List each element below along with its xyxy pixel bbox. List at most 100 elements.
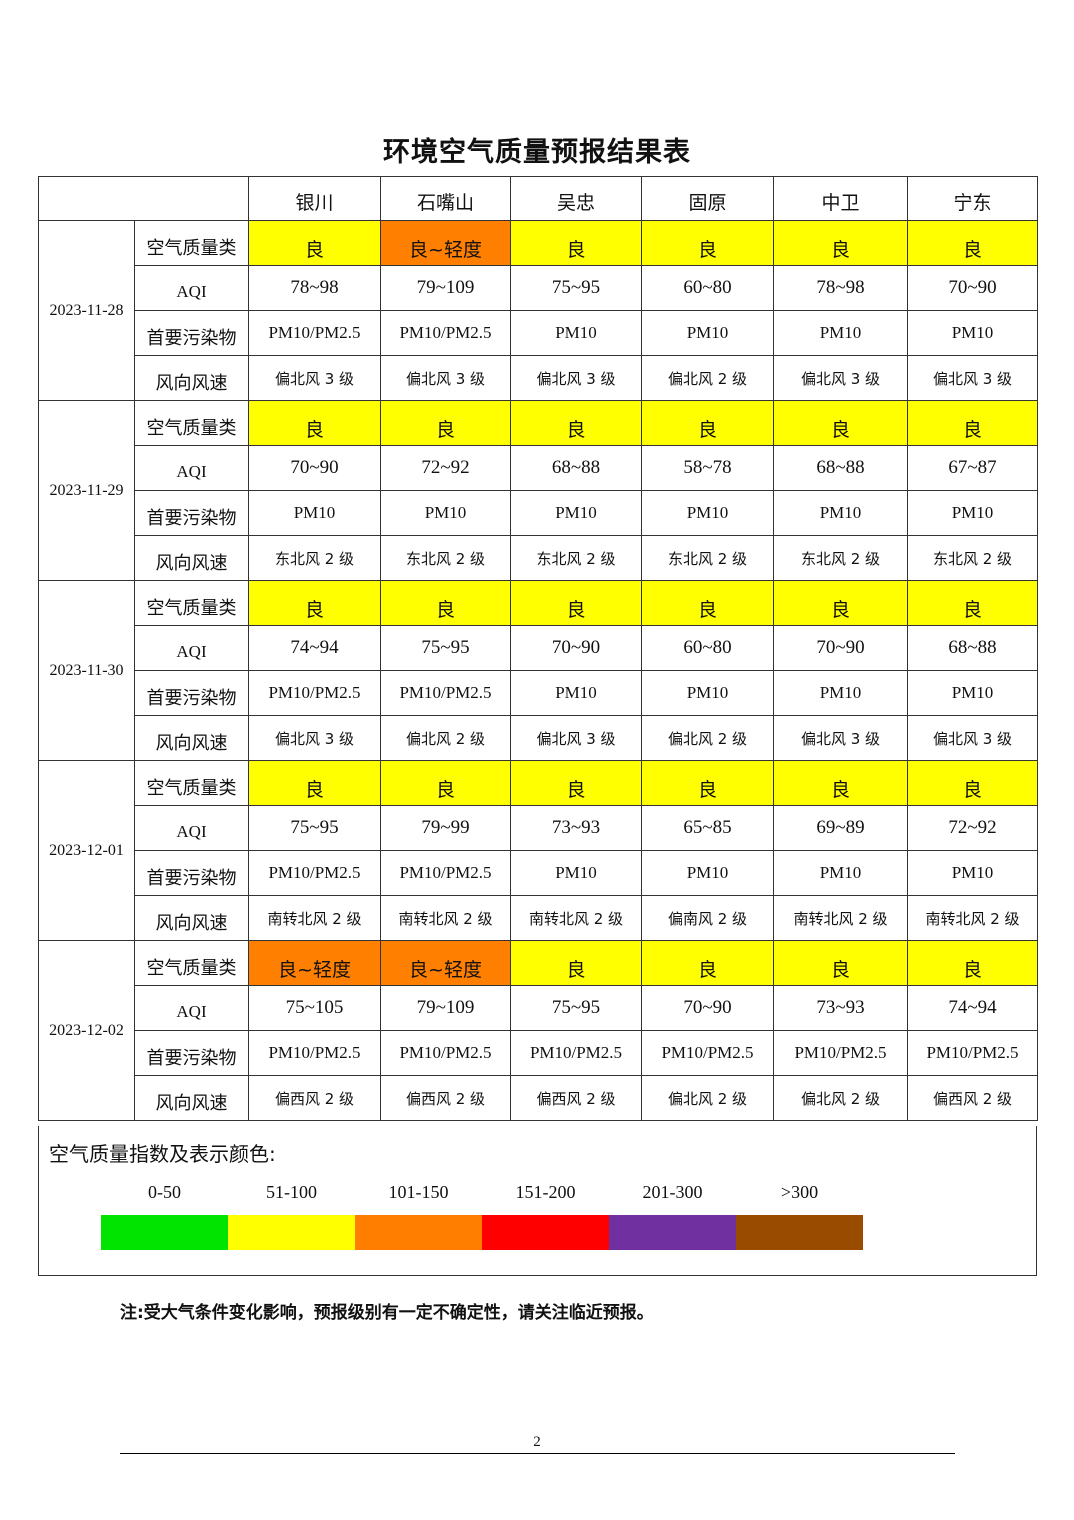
table-row: 首要污染物 PM10 PM10 PM10 PM10 PM10 PM10 (39, 490, 1038, 536)
wind-cell: 东北风 2 级 (907, 535, 1038, 581)
row-label-category: 空气质量类 (134, 760, 249, 806)
category-cell: 良 (641, 220, 774, 266)
footer-divider (120, 1453, 955, 1454)
category-cell: 良 (380, 400, 511, 446)
wind-cell: 偏北风 3 级 (248, 715, 381, 761)
aqi-cell: 79~109 (380, 985, 511, 1031)
pollutant-cell: PM10/PM2.5 (248, 310, 381, 356)
aqi-cell: 60~80 (641, 265, 774, 311)
table-row: 首要污染物 PM10/PM2.5 PM10/PM2.5 PM10 PM10 PM10 PM1… (39, 670, 1038, 716)
wind-cell: 东北风 2 级 (380, 535, 511, 581)
wind-cell: 偏北风 2 级 (641, 355, 774, 401)
wind-cell: 南转北风 2 级 (380, 895, 511, 941)
pollutant-cell: PM10 (510, 850, 642, 896)
wind-cell: 偏北风 2 级 (641, 1075, 774, 1121)
pollutant-cell: PM10 (773, 670, 908, 716)
category-cell: 良 (907, 580, 1038, 626)
category-cell: 良 (907, 400, 1038, 446)
wind-cell: 偏西风 2 级 (380, 1075, 511, 1121)
aqi-cell: 74~94 (907, 985, 1038, 1031)
wind-cell: 南转北风 2 级 (248, 895, 381, 941)
category-cell: 良 (641, 760, 774, 806)
aqi-cell: 78~98 (248, 265, 381, 311)
category-cell: 良 (248, 580, 381, 626)
category-cell: 良 (907, 940, 1038, 986)
category-cell: 良 (248, 760, 381, 806)
legend-range-label: 201-300 (642, 1182, 703, 1202)
aqi-cell: 79~99 (380, 805, 511, 851)
pollutant-cell: PM10 (773, 310, 908, 356)
row-label-pollutant: 首要污染物 (134, 310, 249, 356)
pollutant-cell: PM10/PM2.5 (380, 1030, 511, 1076)
aqi-cell: 74~94 (248, 625, 381, 671)
category-cell: 良 (641, 580, 774, 626)
category-cell: 良 (907, 220, 1038, 266)
wind-cell: 偏北风 3 级 (380, 355, 511, 401)
table-row: AQI 75~95 79~99 73~93 65~85 69~89 72~92 (39, 805, 1038, 851)
pollutant-cell: PM10/PM2.5 (641, 1030, 774, 1076)
aqi-cell: 72~92 (907, 805, 1038, 851)
row-label-category: 空气质量类 (134, 940, 249, 986)
category-cell: 良 (510, 760, 642, 806)
category-cell: 良 (773, 220, 908, 266)
wind-cell: 偏北风 3 级 (510, 355, 642, 401)
row-label-wind: 风向风速 (134, 715, 249, 761)
table-row: 风向风速 偏北风 3 级偏北风 3 级偏北风 3 级偏北风 2 级偏北风 3 级偏… (39, 355, 1038, 401)
table-row: AQI 70~90 72~92 68~88 58~78 68~88 67~87 (39, 445, 1038, 491)
pollutant-cell: PM10/PM2.5 (248, 1030, 381, 1076)
legend-title: 空气质量指数及表示颜色: (49, 1142, 276, 1166)
category-cell: 良 (510, 940, 642, 986)
pollutant-cell: PM10/PM2.5 (380, 850, 511, 896)
category-cell: 良~轻度 (248, 940, 381, 986)
category-cell: 良 (510, 580, 642, 626)
pollutant-cell: PM10 (641, 850, 774, 896)
pollutant-cell: PM10 (907, 310, 1038, 356)
aqi-cell: 73~93 (773, 985, 908, 1031)
wind-cell: 偏北风 3 级 (907, 715, 1038, 761)
table-row: 2023-11-28 空气质量类良良~轻度良良良良 (38, 220, 1038, 401)
aqi-cell: 70~90 (907, 265, 1038, 311)
city-header: 吴忠 (510, 176, 642, 221)
row-label-wind: 风向风速 (134, 535, 249, 581)
aqi-cell: 70~90 (510, 625, 642, 671)
aqi-cell: 68~88 (907, 625, 1038, 671)
category-cell: 良 (248, 400, 381, 446)
pollutant-cell: PM10 (907, 850, 1038, 896)
row-label-aqi: AQI (134, 265, 249, 311)
category-cell: 良 (773, 580, 908, 626)
legend-range-label: 51-100 (266, 1182, 317, 1202)
table-row: 首要污染物 PM10/PM2.5 PM10/PM2.5 PM10 PM10 PM10 PM1… (39, 850, 1038, 896)
pollutant-cell: PM10/PM2.5 (248, 670, 381, 716)
wind-cell: 南转北风 2 级 (907, 895, 1038, 941)
legend-range-label: >300 (780, 1182, 819, 1202)
pollutant-cell: PM10 (907, 490, 1038, 536)
table-row: 风向风速 偏西风 2 级偏西风 2 级偏西风 2 级偏北风 2 级偏北风 2 级偏… (39, 1075, 1038, 1121)
wind-cell: 东北风 2 级 (510, 535, 642, 581)
category-cell: 良 (907, 760, 1038, 806)
legend-color-swatch (736, 1215, 863, 1250)
wind-cell: 偏西风 2 级 (907, 1075, 1038, 1121)
category-cell: 良 (380, 760, 511, 806)
row-label-aqi: AQI (134, 625, 249, 671)
pollutant-cell: PM10 (773, 490, 908, 536)
aqi-cell: 75~95 (380, 625, 511, 671)
wind-cell: 东北风 2 级 (773, 535, 908, 581)
legend-color-swatch (482, 1215, 609, 1250)
category-cell: 良 (773, 400, 908, 446)
header-corner (38, 176, 249, 221)
aqi-cell: 75~95 (510, 265, 642, 311)
pollutant-cell: PM10 (380, 490, 511, 536)
date-cell: 2023-11-29 (38, 400, 135, 581)
pollutant-cell: PM10 (641, 670, 774, 716)
wind-cell: 东北风 2 级 (641, 535, 774, 581)
category-cell: 良 (380, 580, 511, 626)
row-label-wind: 风向风速 (134, 1075, 249, 1121)
pollutant-cell: PM10 (641, 310, 774, 356)
city-header: 银川 (248, 176, 381, 221)
category-cell: 良~轻度 (380, 220, 511, 266)
table-row: AQI 75~105 79~109 75~95 70~90 73~93 74~94 (39, 985, 1038, 1031)
disclaimer-note: 注:受大气条件变化影响，预报级别有一定不确定性，请关注临近预报。 (120, 1303, 654, 1323)
aqi-cell: 65~85 (641, 805, 774, 851)
wind-cell: 偏北风 2 级 (380, 715, 511, 761)
aqi-cell: 60~80 (641, 625, 774, 671)
